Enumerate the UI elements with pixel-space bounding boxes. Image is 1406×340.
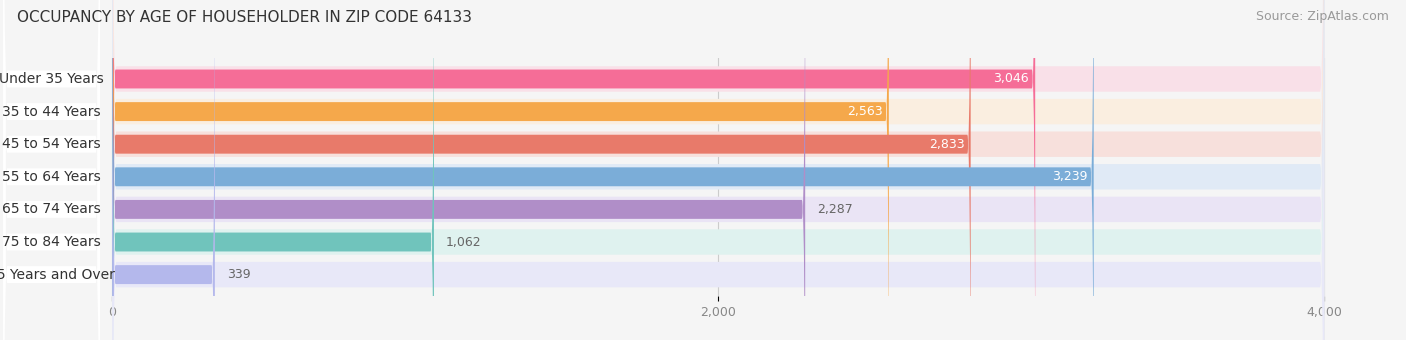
FancyBboxPatch shape <box>112 0 1324 340</box>
Text: 3,046: 3,046 <box>994 72 1029 85</box>
Text: Source: ZipAtlas.com: Source: ZipAtlas.com <box>1256 10 1389 23</box>
FancyBboxPatch shape <box>3 0 100 340</box>
Text: 85 Years and Over: 85 Years and Over <box>0 268 115 282</box>
Text: 1,062: 1,062 <box>446 236 482 249</box>
FancyBboxPatch shape <box>112 0 1324 340</box>
Text: 35 to 44 Years: 35 to 44 Years <box>3 105 101 119</box>
Text: 65 to 74 Years: 65 to 74 Years <box>3 202 101 216</box>
FancyBboxPatch shape <box>112 0 1324 340</box>
FancyBboxPatch shape <box>112 0 215 340</box>
FancyBboxPatch shape <box>112 0 806 340</box>
FancyBboxPatch shape <box>112 0 434 340</box>
Text: 45 to 54 Years: 45 to 54 Years <box>3 137 101 151</box>
Text: 3,239: 3,239 <box>1052 170 1088 183</box>
FancyBboxPatch shape <box>3 0 100 340</box>
FancyBboxPatch shape <box>112 0 889 340</box>
FancyBboxPatch shape <box>112 0 1324 340</box>
FancyBboxPatch shape <box>3 0 100 340</box>
FancyBboxPatch shape <box>3 0 100 340</box>
Text: 2,287: 2,287 <box>817 203 853 216</box>
FancyBboxPatch shape <box>3 0 100 340</box>
FancyBboxPatch shape <box>3 0 100 340</box>
FancyBboxPatch shape <box>112 0 1324 340</box>
Text: 55 to 64 Years: 55 to 64 Years <box>3 170 101 184</box>
Text: 2,563: 2,563 <box>848 105 883 118</box>
Text: 75 to 84 Years: 75 to 84 Years <box>3 235 101 249</box>
FancyBboxPatch shape <box>112 0 1324 340</box>
Text: 2,833: 2,833 <box>929 138 965 151</box>
Text: Under 35 Years: Under 35 Years <box>0 72 104 86</box>
Text: OCCUPANCY BY AGE OF HOUSEHOLDER IN ZIP CODE 64133: OCCUPANCY BY AGE OF HOUSEHOLDER IN ZIP C… <box>17 10 472 25</box>
Text: 339: 339 <box>226 268 250 281</box>
FancyBboxPatch shape <box>112 0 970 340</box>
FancyBboxPatch shape <box>112 0 1094 340</box>
FancyBboxPatch shape <box>112 0 1324 340</box>
FancyBboxPatch shape <box>3 0 100 340</box>
FancyBboxPatch shape <box>112 0 1035 340</box>
